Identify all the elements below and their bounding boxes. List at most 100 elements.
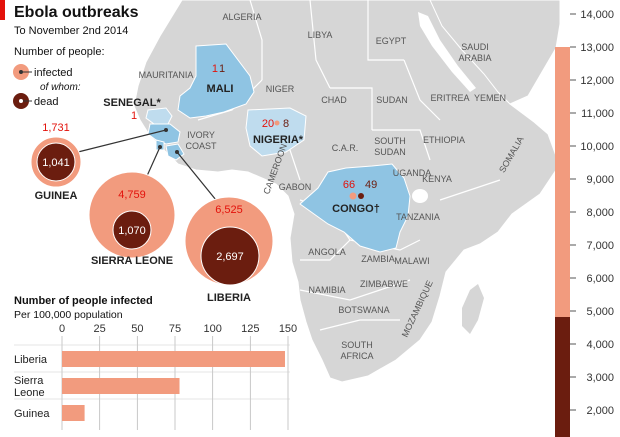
nigeria-region [245,107,307,157]
dead-circle [112,210,152,250]
region-label: BOTSWANA [338,305,389,315]
legend: Number of people: infected of whom: dead [13,46,105,109]
region-label: KENYA [422,174,452,184]
x-tick-label: 100 [203,323,221,335]
region-labels: ALGERIA LIBYA EGYPT SAUDI ARABIA YEMEN M… [139,12,526,361]
scale-tick-label: 14,000 [580,9,614,21]
scale-tick-label: 11,000 [581,108,614,120]
arabia-landmass [429,0,561,105]
region-label: SOUTH [374,136,406,146]
region-label: SAUDI [461,42,489,52]
legend-infected-label: infected [34,67,73,79]
infection-rate-chart: Number of people infected Per 100,000 po… [14,295,297,430]
mali-outbreak: 1 1 MALI [207,63,234,95]
bar-liberia [62,351,285,367]
guinea-region [147,123,181,145]
region-label: SUDAN [374,147,406,157]
region-label: IVORY [187,130,215,140]
scale-tick-label: 9,000 [586,174,614,186]
dead-value: 8 [283,118,289,130]
region-label: ARABIA [458,53,491,63]
scale-tick-label: 12,000 [580,75,614,87]
infected-value: 66 [343,179,355,191]
category-label: Sierra [14,375,44,387]
congo-region [299,163,411,253]
infected-dot [349,192,357,200]
infected-value: 1 [131,110,137,122]
x-tick-label: 25 [94,323,106,335]
guinea-outbreak: 1,731 1,041 GUINEA [30,122,82,202]
region-label: MAURITANIA [139,70,194,80]
legend-of-whom-label: of whom: [40,82,81,93]
region-label: ANGOLA [308,247,346,257]
country-name: MALI [207,83,234,95]
bar-sierra-leone [62,378,180,394]
legend-dead-dot [19,99,23,103]
category-label: Leone [14,387,45,399]
chart-title: Number of people infected [14,295,153,307]
scale-tick-label: 7,000 [586,240,614,252]
region-label: ZAMBIA [361,254,395,264]
region-label: MALAWI [394,256,429,266]
dead-circle [200,226,260,286]
dead-value: 2,697 [216,251,244,263]
infected-value: 6,525 [215,204,243,216]
region-label: GABON [279,182,312,192]
scale-tick-label: 6,000 [586,273,614,285]
page-subtitle: To November 2nd 2014 [14,25,128,37]
mali-region [177,43,255,119]
region-label: COAST [185,141,217,151]
scale-tick-label: 5,000 [586,306,614,318]
region-label: SUDAN [376,95,408,105]
region-label: EGYPT [376,36,407,46]
region-label: CHAD [321,95,347,105]
region-label: YEMEN [474,93,506,103]
bar-guinea [62,405,85,421]
scale-tick-label: 10,000 [580,141,614,153]
scale-dead-bar [555,317,570,437]
x-tick-label: 150 [279,323,297,335]
legend-heading: Number of people: [14,46,105,58]
scale-tick-label: 8,000 [586,207,614,219]
scale-tick-label: 3,000 [586,372,614,384]
infected-value: 1 [212,63,218,75]
infected-value: 20 [262,118,274,130]
infected-value: 4,759 [118,189,146,201]
dead-value: 49 [365,179,377,191]
x-tick-label: 75 [169,323,181,335]
nigeria-outbreak: 20 8 NIGERIA* [253,118,304,146]
country-name: SENEGAL* [103,97,161,109]
region-label: TANZANIA [396,212,440,222]
country-name: SIERRA LEONE [91,255,173,267]
country-name: LIBERIA [207,292,251,304]
dead-value: 1 [219,63,225,75]
region-label: UGANDA [393,168,432,178]
x-tick-label: 0 [59,323,65,335]
legend-dead-label: dead [34,96,58,108]
madagascar-landmass [462,284,484,334]
region-label: SOUTH [341,340,373,350]
page-title: Ebola outbreaks [14,4,139,21]
senegal-outbreak: SENEGAL* 1 [103,97,161,122]
lake-victoria [412,189,428,203]
red-sea [418,12,476,92]
scale-tick-label: 2,000 [586,405,614,417]
infected-value: 1,731 [42,122,70,134]
chart-subtitle: Per 100,000 population [14,309,123,321]
dead-dot [358,193,364,199]
region-label: AFRICA [340,351,373,361]
leader-dots [158,128,179,154]
region-label: ZIMBABWE [360,279,408,289]
title-accent-bar [0,0,5,20]
legend-infected-dot [19,70,23,74]
country-name: GUINEA [35,190,78,202]
scale-infected-bar [555,47,570,317]
region-label: ERITREA [430,93,469,103]
region-label: ALGERIA [222,12,261,22]
region-label: NIGER [266,84,295,94]
country-name: CONGO† [332,203,380,215]
region-label: C.A.R. [332,143,359,153]
category-label: Liberia [14,354,48,366]
